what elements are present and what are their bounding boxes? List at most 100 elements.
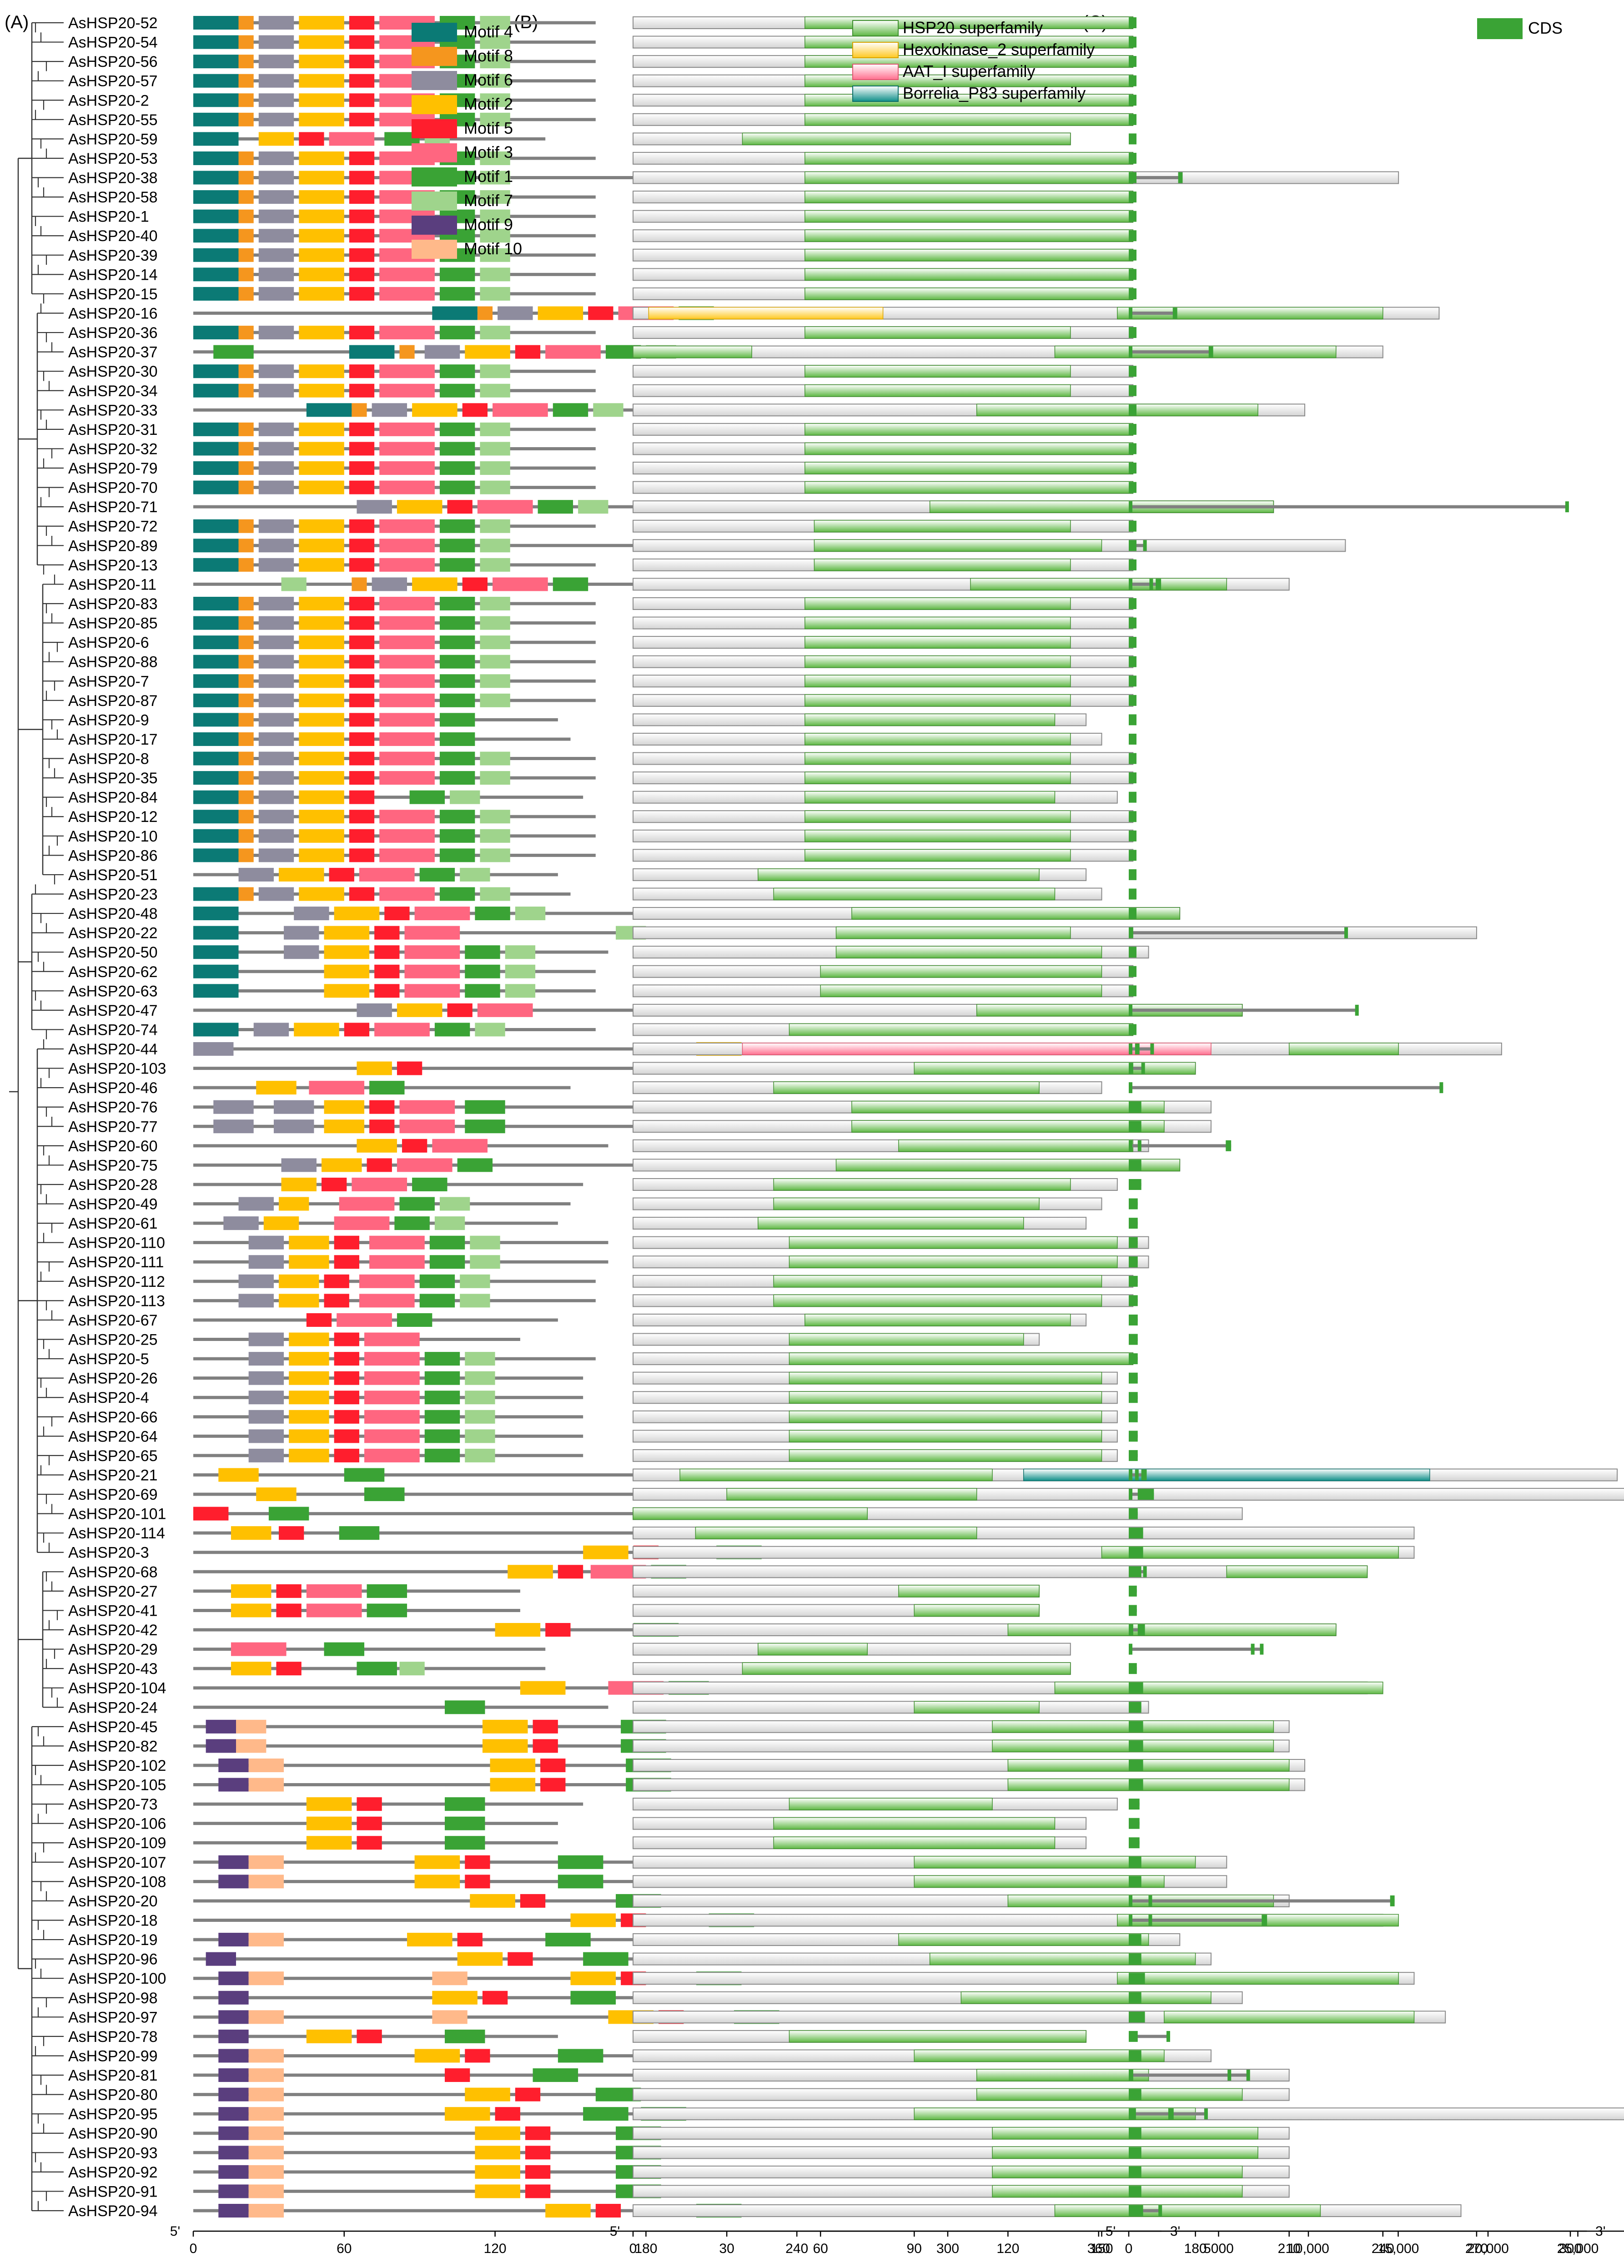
domain-box [773, 887, 1056, 901]
cds-box [1129, 1121, 1141, 1132]
domain-row [633, 1604, 1040, 1617]
domain-box [814, 519, 1071, 533]
motif-3-box [493, 403, 548, 417]
motif-8-box [238, 93, 254, 107]
gene-row [1129, 133, 1136, 145]
motif-4-box [193, 539, 239, 553]
legend-swatch [852, 20, 899, 36]
cds-box [1251, 1643, 1255, 1655]
domain-box [789, 1411, 1102, 1423]
gene-row [1129, 791, 1136, 803]
motif-5-box [588, 306, 613, 320]
axis-tick-label: 240 [785, 2241, 808, 2256]
gene-label: AsHSP20-86 [68, 847, 158, 864]
motif-5-box [445, 2068, 470, 2082]
cds-box [1129, 404, 1136, 416]
gene-label: AsHSP20-24 [68, 1699, 158, 1716]
cds-box [1129, 1392, 1138, 1403]
tree-branch [37, 1387, 64, 1398]
tree-branch [37, 1184, 64, 1194]
legend-label: Motif 7 [464, 191, 513, 210]
motif-3-box [379, 558, 435, 572]
motif-9-box [218, 2184, 249, 2198]
motif-5-box [533, 1719, 558, 1734]
tree-branch [32, 962, 64, 972]
motif-6-box [258, 596, 294, 610]
tree-branch [37, 497, 64, 508]
domain-row [633, 1178, 1118, 1191]
gene-label: AsHSP20-47 [68, 1002, 158, 1019]
motif-6-box [258, 461, 294, 475]
tree-branch [32, 1958, 64, 1969]
cds-box [1129, 423, 1136, 435]
gene-row [1129, 559, 1136, 570]
cds-box [1129, 36, 1136, 48]
motif-7-box [480, 171, 510, 185]
axis-tick-label: 210 [1278, 2241, 1301, 2256]
cds-box [1129, 1527, 1143, 1539]
domain-box [726, 1488, 977, 1501]
tree-branch [32, 177, 64, 187]
motif-8-box [238, 229, 254, 243]
gene-row [1129, 1256, 1138, 1268]
cds-box [1129, 17, 1136, 28]
tree-branch [32, 1736, 64, 1747]
tree-branch [32, 1968, 64, 1979]
motif-4-box [432, 306, 478, 320]
motif-4-box [193, 55, 239, 69]
motif-5-box [515, 2087, 541, 2102]
motif-3-box [379, 326, 435, 340]
legend-label: Motif 1 [464, 167, 513, 186]
domain-row [633, 1352, 1134, 1366]
domain-box [773, 1817, 1056, 1830]
motif-10-box [248, 1933, 284, 1947]
cds-box [1129, 1237, 1138, 1248]
gene-row [1129, 1643, 1264, 1655]
motif-4-box [193, 287, 239, 301]
gene-label: AsHSP20-83 [68, 595, 158, 613]
motif-3-box [337, 1313, 392, 1327]
motif-1-box [419, 1274, 455, 1288]
gene-row [1129, 1275, 1138, 1287]
motif-2-box [412, 403, 458, 417]
motif-4-box [193, 519, 239, 533]
motif-4-box [193, 596, 239, 610]
motif-1-box [439, 480, 475, 494]
motif-7-box [439, 1197, 470, 1211]
gene-label: AsHSP20-52 [68, 15, 158, 32]
gene-label: AsHSP20-84 [68, 789, 158, 806]
motif-row [193, 1177, 583, 1191]
motif-2-box [218, 1468, 259, 1482]
motif-3-box [359, 867, 415, 882]
motif-1-box [429, 1255, 465, 1269]
motif-5-box [349, 422, 375, 436]
motif-7-box [460, 867, 490, 882]
cds-box [1129, 1605, 1137, 1616]
domain-row [633, 462, 1134, 475]
gene-row [1129, 2070, 1250, 2081]
gene-label: AsHSP20-90 [68, 2125, 158, 2142]
gene-row [1129, 1992, 1141, 2003]
motif-3-box [379, 829, 435, 843]
domain-box [898, 1933, 1149, 1946]
motif-2-box [299, 829, 344, 843]
tree-branch [37, 1223, 64, 1233]
motif-9-box [218, 1778, 249, 1792]
motif-1-box [324, 1642, 365, 1656]
domain-row [633, 151, 1134, 165]
domain-row [633, 1468, 1618, 1482]
domain-box [804, 171, 1133, 184]
motif-1-box [439, 596, 475, 610]
gene-label: AsHSP20-31 [68, 421, 158, 438]
motif-5-box [374, 945, 400, 959]
domain-box [804, 752, 1071, 765]
gene-label: AsHSP20-80 [68, 2087, 158, 2104]
motif-6-box [258, 229, 294, 243]
motif-2-box [299, 693, 344, 707]
motif-2-box [475, 2165, 520, 2179]
domain-row [633, 1275, 1134, 1288]
motif-1-box [434, 1023, 470, 1037]
motif-5-box [334, 1352, 359, 1366]
motif-1-box [357, 1662, 397, 1676]
motif-5-box [374, 964, 400, 978]
